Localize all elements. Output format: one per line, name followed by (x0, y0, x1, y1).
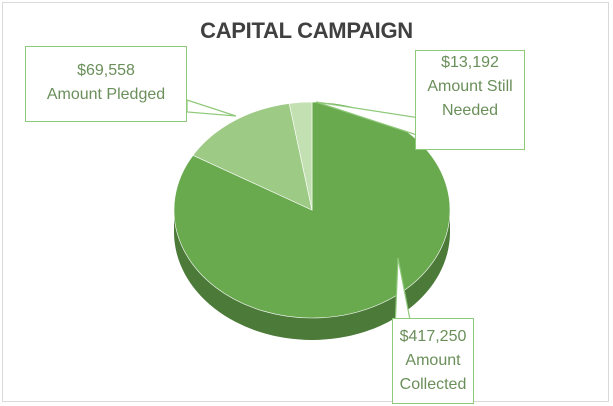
callout-pledged: $69,558 Amount Pledged (25, 46, 187, 122)
chart-title: CAPITAL CAMPAIGN (200, 18, 413, 43)
still-needed-label-line2: Needed (441, 102, 499, 119)
collected-label-line2: Collected (399, 376, 467, 393)
still-needed-label-line1: Amount Still (427, 78, 513, 95)
collected-label-line1: Amount (405, 352, 461, 369)
pledged-value: $69,558 (77, 62, 135, 79)
callout-collected: $417,250 Amount Collected (392, 318, 474, 404)
pledged-label: Amount Pledged (46, 86, 166, 103)
callout-still-needed: $13,192 Amount Still Needed (415, 50, 525, 150)
slice-side-0 (174, 210, 450, 340)
slice-amount-still-needed (288, 101, 313, 211)
collected-value: $417,250 (399, 328, 467, 345)
still-needed-value: $13,192 (441, 54, 499, 71)
slice-amount-pledged (192, 103, 313, 211)
pointer-pledged (186, 99, 237, 117)
